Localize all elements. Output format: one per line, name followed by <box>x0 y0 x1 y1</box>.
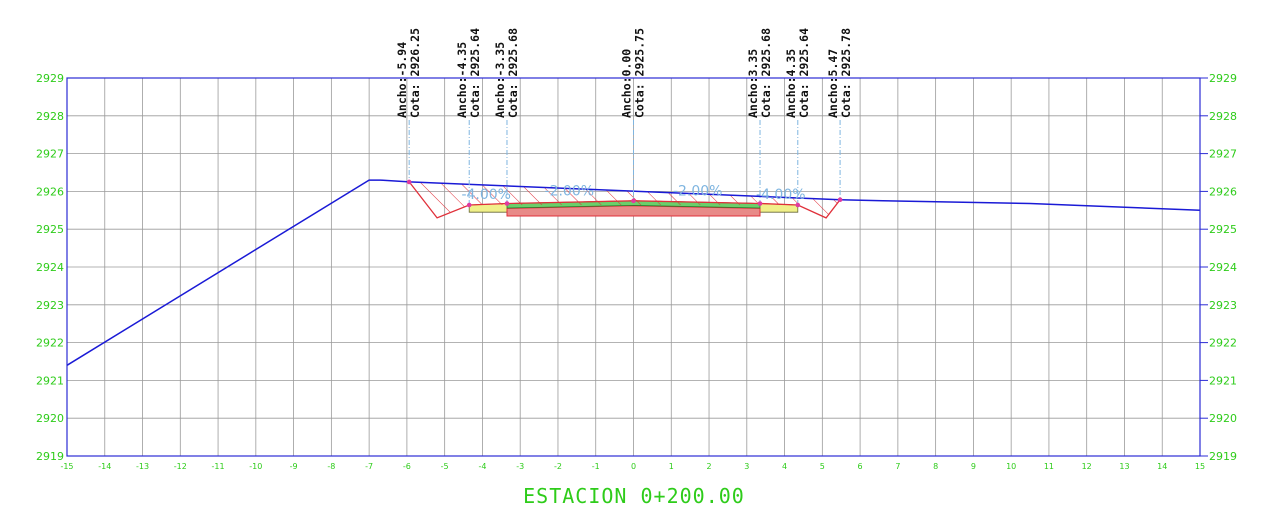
y-tick-label-right: 2919 <box>1209 450 1237 463</box>
y-tick-label-right: 2920 <box>1209 412 1237 425</box>
y-tick-label-left: 2919 <box>36 450 64 463</box>
point-annotations: Ancho:-5.94 Cota: 2926.25 Ancho:-4.35 Cota:… <box>395 28 853 118</box>
x-tick-label: -1 <box>592 462 600 471</box>
x-tick-label: 1 <box>669 462 674 471</box>
point-cota-label: Cota: 2926.25 <box>408 28 422 118</box>
x-tick-label: 3 <box>744 462 749 471</box>
y-tick-label-right: 2923 <box>1209 299 1237 312</box>
point-marker <box>795 202 801 208</box>
point-cota-label: Cota: 2925.78 <box>839 28 853 118</box>
point-marker <box>837 197 843 203</box>
slope-label: -4.00% <box>756 187 806 203</box>
x-tick-label: -13 <box>136 462 149 471</box>
slope-label: -2.00% <box>545 183 595 199</box>
point-leaders <box>406 120 843 208</box>
x-tick-label: 12 <box>1082 462 1092 471</box>
y-tick-label-right: 2921 <box>1209 374 1237 387</box>
x-tick-label: -3 <box>516 462 524 471</box>
axis-labels: 2919 2919 2920 2920 2921 2921 2922 2922 2923 2923… <box>36 72 1237 471</box>
point-ancho-label: Ancho:3.35 <box>746 49 760 118</box>
cut-area-fill <box>409 181 841 218</box>
point-marker <box>631 198 636 204</box>
plot-frame <box>66 77 1201 457</box>
x-tick-label: 8 <box>933 462 938 471</box>
x-tick-label: -14 <box>98 462 111 471</box>
y-tick-label-left: 2928 <box>36 110 64 123</box>
point-ancho-label: Ancho:-5.94 <box>395 42 409 118</box>
point-ancho-label: Ancho:-4.35 <box>455 42 469 118</box>
y-tick-label-left: 2927 <box>36 148 64 161</box>
x-tick-label: -2 <box>554 462 562 471</box>
x-tick-label: 13 <box>1119 462 1129 471</box>
y-tick-label-right: 2929 <box>1209 72 1237 85</box>
y-tick-label-right: 2922 <box>1209 337 1237 350</box>
x-tick-label: -6 <box>403 462 411 471</box>
x-tick-label: 7 <box>895 462 900 471</box>
terrain-line <box>66 179 1201 366</box>
x-tick-label: -4 <box>478 462 486 471</box>
point-cota-label: Cota: 2925.64 <box>797 28 811 118</box>
x-tick-label: 4 <box>782 462 787 471</box>
x-tick-label: 0 <box>631 462 636 471</box>
y-tick-label-right: 2925 <box>1209 223 1237 236</box>
x-tick-label: 15 <box>1195 462 1205 471</box>
y-tick-label-left: 2921 <box>36 374 64 387</box>
slope-label: -2.00% <box>673 183 723 199</box>
y-tick-label-left: 2926 <box>36 185 64 198</box>
y-tick-label-left: 2920 <box>36 412 64 425</box>
terrain-profile <box>66 179 1201 366</box>
y-tick-label-left: 2924 <box>36 261 64 274</box>
slope-labels: -4.00% -2.00% -2.00% -4.00% <box>461 183 805 203</box>
y-tick-label-right: 2927 <box>1209 148 1237 161</box>
x-tick-label: 6 <box>858 462 863 471</box>
point-ancho-label: Ancho:-3.35 <box>493 42 507 118</box>
y-tick-label-left: 2929 <box>36 72 64 85</box>
station-title: ESTACION 0+200.00 <box>523 484 745 508</box>
y-tick-label-left: 2925 <box>36 223 64 236</box>
point-cota-label: Cota: 2925.75 <box>633 28 647 118</box>
point-ancho-label: Ancho:0.00 <box>620 49 634 118</box>
x-tick-label: 5 <box>820 462 825 471</box>
x-tick-label: -5 <box>441 462 449 471</box>
slope-label: -4.00% <box>461 187 511 203</box>
point-marker <box>504 201 510 206</box>
x-tick-label: 9 <box>971 462 976 471</box>
x-tick-label: -8 <box>327 462 335 471</box>
x-tick-label: -10 <box>249 462 262 471</box>
y-tick-label-left: 2923 <box>36 299 64 312</box>
x-tick-label: -7 <box>365 462 373 471</box>
point-marker <box>757 201 763 206</box>
point-cota-label: Cota: 2925.68 <box>506 28 520 118</box>
y-tick-label-left: 2922 <box>36 337 64 350</box>
x-tick-label: -11 <box>212 462 225 471</box>
grid-lines <box>66 77 1201 457</box>
x-tick-label: 11 <box>1044 462 1054 471</box>
x-tick-label: 10 <box>1006 462 1016 471</box>
x-tick-label: -12 <box>174 462 187 471</box>
x-tick-label: 2 <box>706 462 711 471</box>
x-tick-label: 14 <box>1157 462 1167 471</box>
x-tick-label: -9 <box>290 462 298 471</box>
point-marker <box>406 179 412 185</box>
y-tick-label-right: 2926 <box>1209 185 1237 198</box>
point-ancho-label: Ancho:5.47 <box>826 49 840 118</box>
point-ancho-label: Ancho:4.35 <box>784 49 798 118</box>
point-cota-label: Cota: 2925.64 <box>468 28 482 118</box>
point-marker <box>466 202 472 208</box>
point-cota-label: Cota: 2925.68 <box>759 28 773 118</box>
x-tick-label: -15 <box>60 462 73 471</box>
y-tick-label-right: 2928 <box>1209 110 1237 123</box>
y-tick-label-right: 2924 <box>1209 261 1237 274</box>
